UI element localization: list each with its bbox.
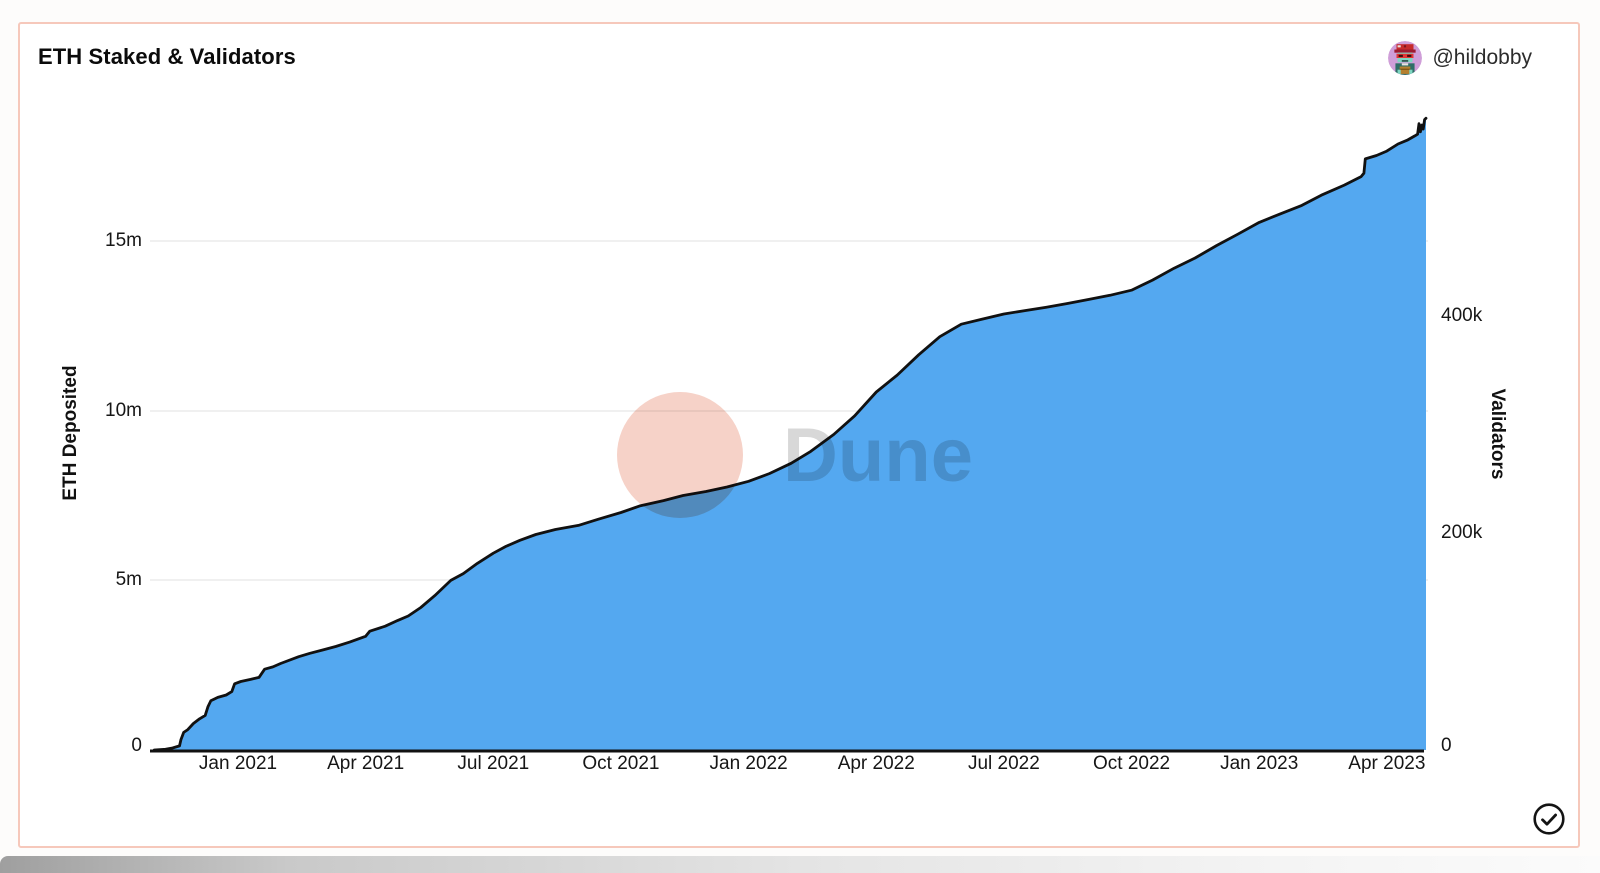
author-avatar[interactable] — [1388, 41, 1423, 75]
x-tick-label: Apr 2021 — [327, 753, 405, 774]
x-tick-label: Apr 2023 — [1348, 753, 1426, 774]
y-axis-title-right: Validators — [1487, 388, 1508, 480]
chart-card — [18, 22, 1580, 848]
x-tick-label: Jan 2023 — [1220, 753, 1299, 774]
x-tick-label: Jan 2021 — [198, 753, 278, 774]
x-tick-label: Jul 2022 — [967, 753, 1040, 774]
x-tick-label: Oct 2021 — [582, 753, 660, 774]
y-left-tick-label: 0 — [131, 735, 142, 756]
y-left-tick-label: 5m — [115, 569, 142, 590]
bottom-strip — [0, 856, 1600, 873]
avatar-pixel-art-icon — [1388, 41, 1423, 75]
y-left-tick-label: 15m — [105, 230, 142, 251]
y-right-tick-label: 200k — [1441, 522, 1483, 543]
author-chip[interactable]: @hildobby — [1388, 41, 1532, 75]
y-right-tick-label: 400k — [1441, 305, 1483, 326]
chart-title: ETH Staked & Validators — [38, 44, 296, 69]
x-tick-label: Jul 2021 — [457, 753, 530, 774]
y-right-tick-label: 0 — [1441, 735, 1452, 756]
author-handle[interactable]: @hildobby — [1432, 46, 1532, 69]
x-tick-label: Oct 2022 — [1092, 753, 1171, 774]
x-tick-label: Apr 2022 — [837, 753, 915, 774]
x-tick-label: Jan 2022 — [709, 753, 788, 774]
y-left-tick-label: 10m — [105, 400, 142, 421]
verified-check-icon[interactable] — [1532, 802, 1566, 836]
y-axis-title-left: ETH Deposited — [60, 365, 81, 501]
